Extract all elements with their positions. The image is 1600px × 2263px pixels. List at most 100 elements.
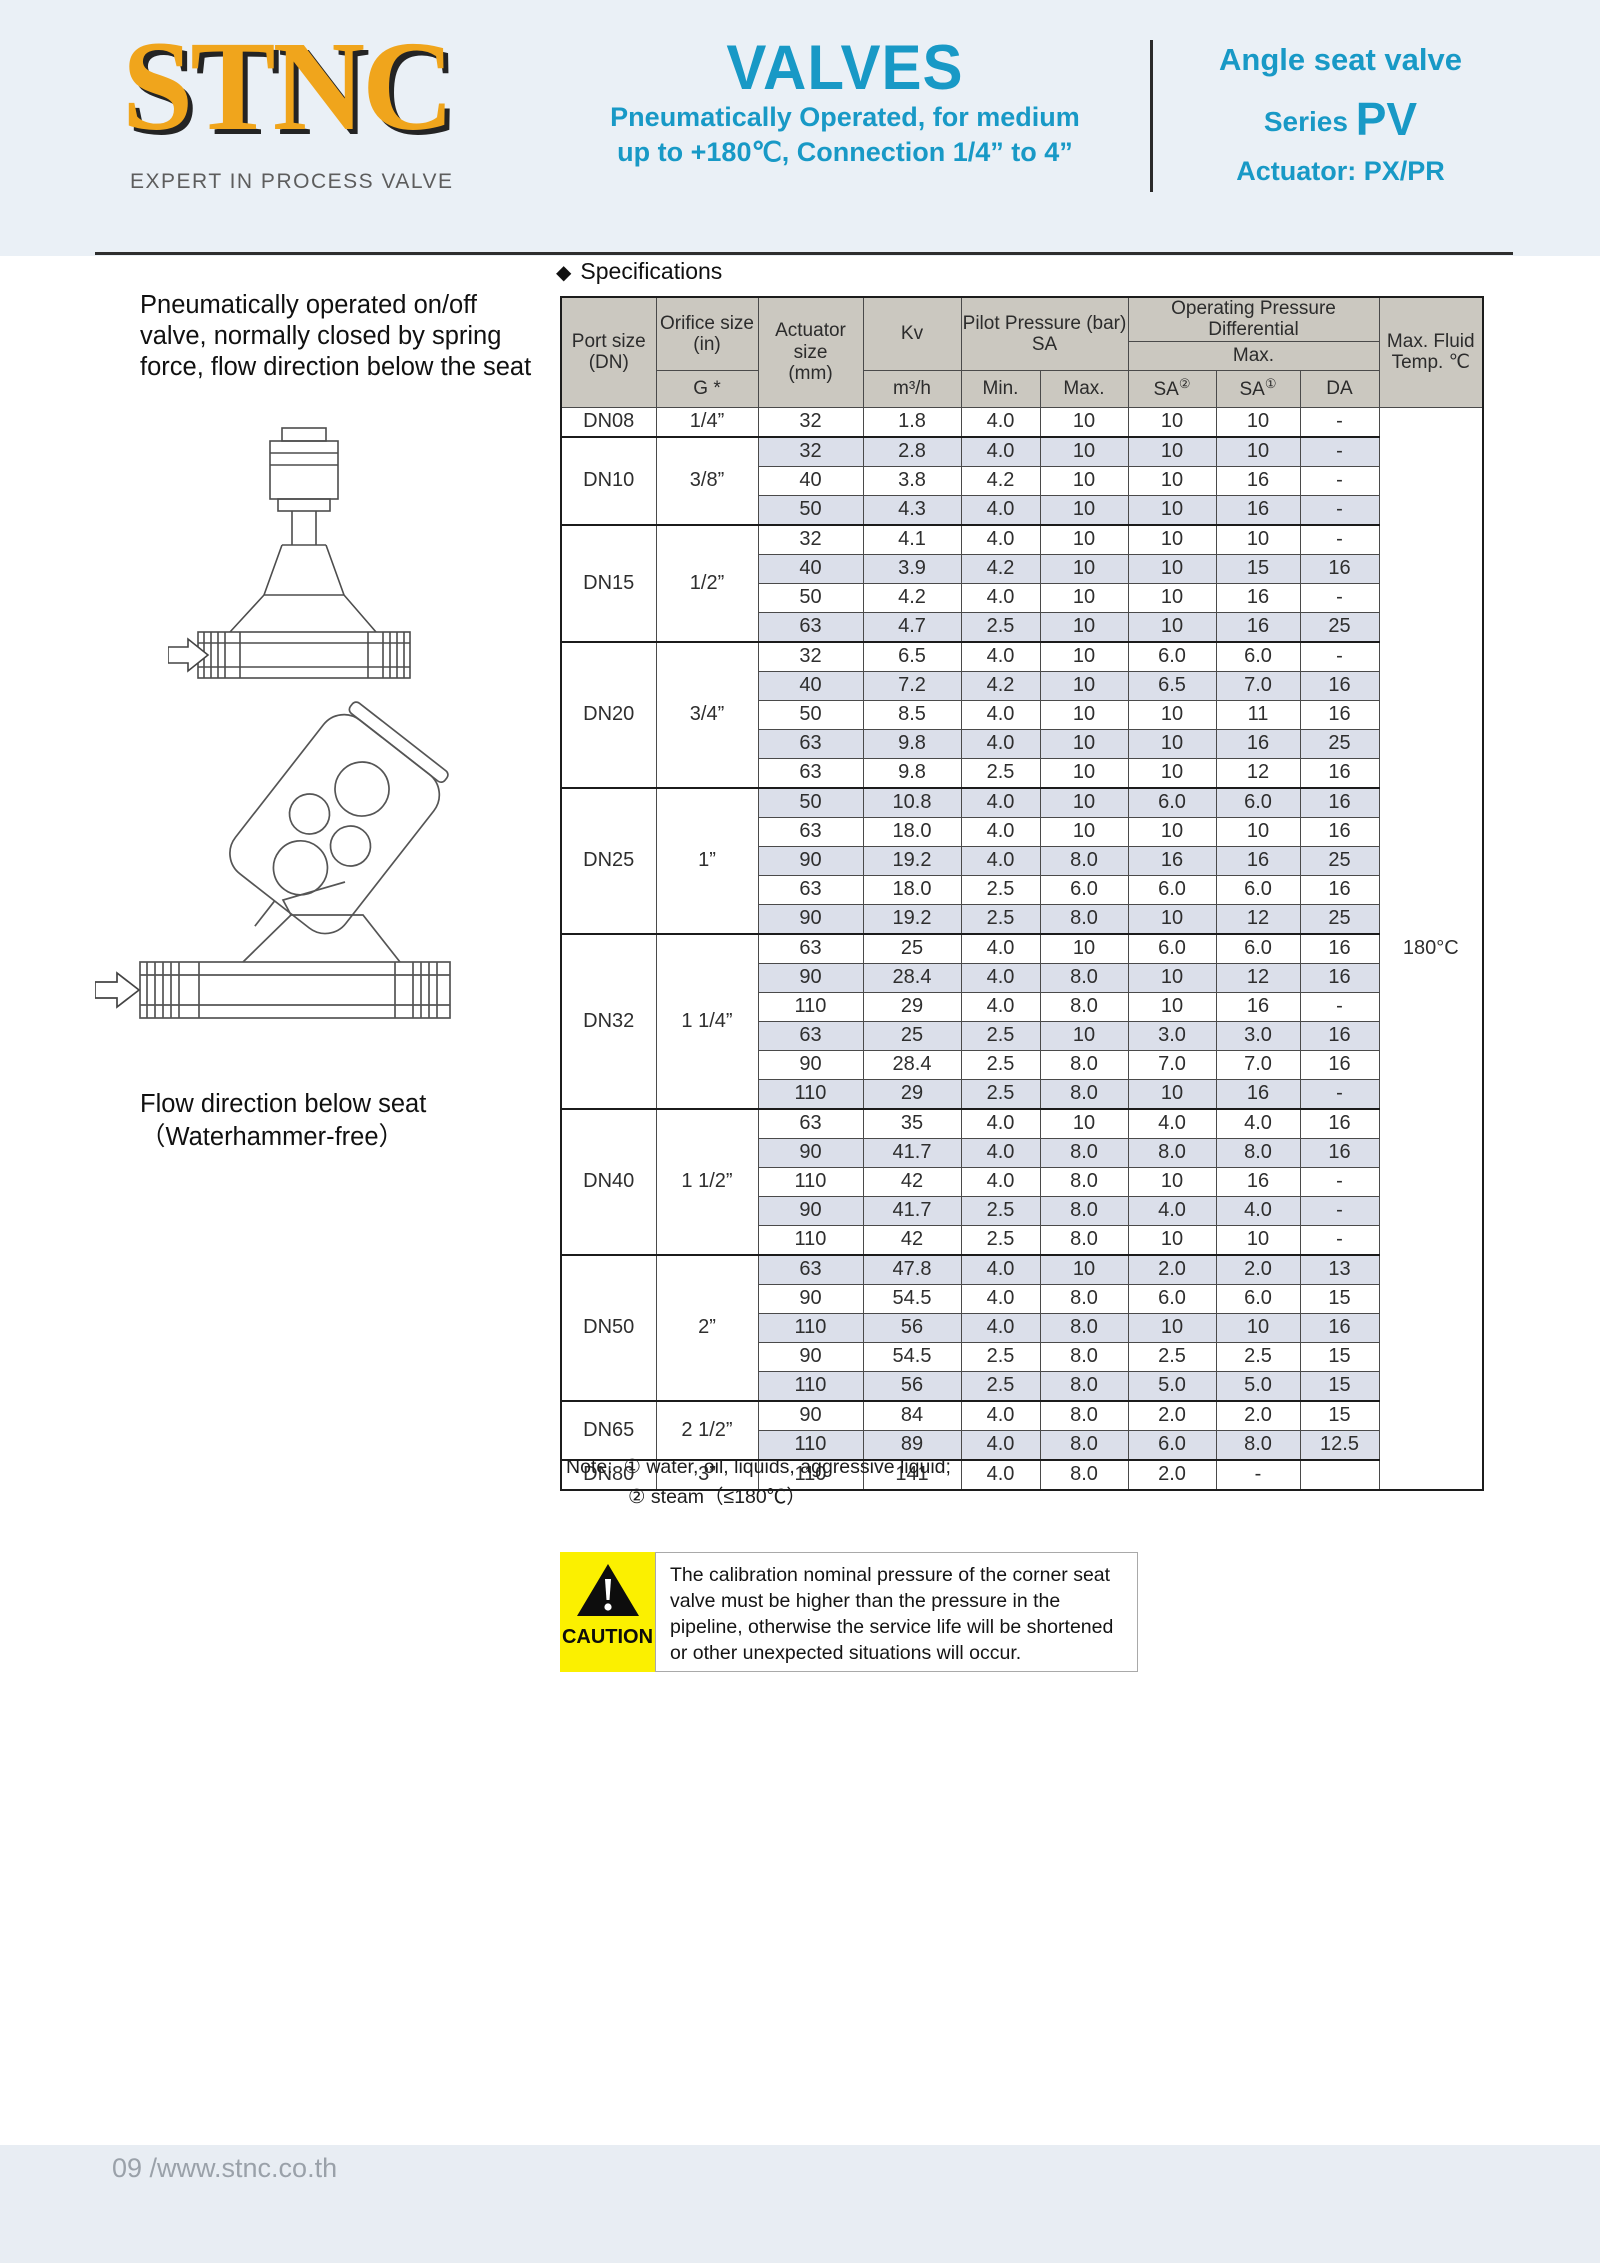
spec-value-cell: 4.0 [960, 582, 1041, 613]
spec-row: DN20 3/4” 32 6.5 4.0 10 6.0 6.0- [560, 640, 1483, 789]
spec-row: 90 41.7 2.5 8.0 4.0 4.0- [561, 1195, 1483, 1226]
orifice-size-cell: 2” [655, 1253, 759, 1402]
spec-value-cell: 16 [1299, 1137, 1380, 1168]
spec-value-cell: - [1299, 582, 1380, 613]
spec-value-cell: 8.0 [1215, 1137, 1301, 1168]
spec-value-cell: 2.5 [960, 874, 1041, 905]
footer-text: 09 /www.stnc.co.th [112, 2153, 338, 2183]
spec-value-cell: 6.0 [1127, 640, 1217, 672]
spec-value-cell: 6.0 [1127, 1283, 1217, 1314]
port-size-cell: DN32 [560, 932, 657, 1110]
spec-value-cell: 10 [1127, 816, 1217, 847]
spec-value-cell: 10 [1127, 991, 1217, 1022]
spec-value-cell: 40 [757, 553, 864, 584]
spec-row: 90 28.4 2.5 8.0 7.0 7.0 16 [561, 1049, 1483, 1080]
spec-value-cell: 16 [1215, 991, 1301, 1022]
spec-value-cell: 8.0 [1039, 1049, 1129, 1080]
spec-value-cell: 9.8 [862, 757, 962, 789]
spec-value-cell: 2.5 [960, 1078, 1041, 1110]
spec-value-cell: 110 [757, 1429, 864, 1461]
spec-value-cell: 10 [1127, 903, 1217, 935]
caution-label: CAUTION [561, 1626, 654, 1648]
spec-value-cell: 8.0 [1039, 991, 1129, 1022]
spec-value-cell: 11 [1215, 699, 1301, 730]
spec-value-cell: - [1299, 1195, 1380, 1226]
spec-row: 110 29 2.5 8.0 10 16- [561, 1078, 1483, 1110]
spec-value-cell: 10 [1127, 1166, 1217, 1197]
page-footer: 09 /www.stnc.co.th [0, 2145, 1600, 2263]
spec-value-cell: 10 [1127, 435, 1217, 467]
spec-value-cell: 16 [1299, 553, 1380, 584]
spec-value-cell: 4.0 [960, 845, 1041, 876]
spec-value-cell: 110 [757, 1370, 864, 1402]
spec-value-cell: 8.0 [1039, 1166, 1129, 1197]
spec-row: 63 9.8 4.0 10 10 16 25 [561, 728, 1483, 759]
spec-value-cell: 54.5 [862, 1341, 962, 1372]
spec-value-cell: 10 [1039, 699, 1129, 730]
spec-value-cell: 4.0 [960, 1458, 1041, 1491]
spec-value-cell: 6.0 [1127, 932, 1217, 964]
header-subtitle-1: Pneumatically Operated, for medium [610, 102, 1080, 132]
spec-value-cell: 16 [1127, 845, 1217, 876]
port-size-cell: DN15 [560, 523, 657, 643]
note-line-1: Note: ① water, oil, liquids, aggressive … [566, 1452, 951, 1482]
spec-value-cell: 90 [757, 1341, 864, 1372]
spec-value-cell: 4.0 [1127, 1107, 1217, 1139]
series-value: PV [1355, 93, 1418, 145]
spec-value-cell: 16 [1299, 962, 1380, 993]
orifice-size-cell: 1/4” [655, 406, 759, 438]
spec-value-cell: 16 [1215, 1166, 1301, 1197]
spec-value-cell: 8.0 [1039, 1283, 1129, 1314]
spec-value-cell: 4.3 [862, 494, 962, 526]
spec-value-cell: 10 [1127, 611, 1217, 643]
spec-value-cell: 15 [1215, 553, 1301, 584]
spec-value-cell: 10 [1039, 932, 1129, 964]
caution-panel: CAUTION [560, 1552, 655, 1672]
flow-caption-line2: （Waterhammer-free） [140, 1123, 405, 1151]
spec-value-cell: 63 [757, 728, 864, 759]
spec-value-cell: 4.0 [960, 786, 1041, 818]
caution-box: CAUTION The calibration nominal pressure… [560, 1552, 1138, 1672]
spec-value-cell: 10 [1215, 435, 1301, 467]
spec-value-cell: 4.0 [960, 991, 1041, 1022]
spec-value-cell: 4.0 [960, 1429, 1041, 1461]
spec-value-cell: 40 [757, 670, 864, 701]
note-label: Note: [566, 1456, 613, 1478]
spec-value-cell: 15 [1299, 1399, 1380, 1431]
spec-value-cell: 29 [862, 1078, 962, 1110]
spec-value-cell: 8.0 [1127, 1137, 1217, 1168]
note-block: Note: ① water, oil, liquids, aggressive … [566, 1452, 951, 1512]
spec-value-cell: 8.0 [1039, 1458, 1129, 1491]
spec-value-cell: 10 [1039, 406, 1129, 438]
spec-value-cell: 35 [862, 1107, 962, 1139]
col-operating-pressure-differential: Operating Pressure Differential [1127, 296, 1380, 342]
spec-value-cell: - [1299, 435, 1380, 467]
spec-value-cell: 10 [1127, 1312, 1217, 1343]
spec-value-cell: 6.0 [1127, 1429, 1217, 1461]
spec-value-cell: 4.0 [960, 1253, 1041, 1285]
spec-value-cell: - [1299, 991, 1380, 1022]
spec-value-cell: 16 [1215, 582, 1301, 613]
spec-value-cell: 6.0 [1215, 1283, 1301, 1314]
spec-value-cell: 90 [757, 1137, 864, 1168]
spec-value-cell: 4.0 [960, 1283, 1041, 1314]
spec-value-cell: 90 [757, 1049, 864, 1080]
spec-value-cell: 2.0 [1215, 1253, 1301, 1285]
spec-value-cell: 10 [1039, 670, 1129, 701]
spec-value-cell: 15 [1299, 1341, 1380, 1372]
actuator-line: Actuator: PX/PR [1236, 156, 1445, 186]
spec-row: DN32 1 1/4” 63 25 4.0 10 6.0 6.0 16 [560, 932, 1483, 1110]
spec-value-cell: 4.0 [960, 1166, 1041, 1197]
spec-value-cell: 7.2 [862, 670, 962, 701]
note-text-1: ① water, oil, liquids, aggressive liquid… [623, 1456, 951, 1478]
spec-value-cell: 2.5 [1127, 1341, 1217, 1372]
spec-value-cell: 2.5 [1215, 1341, 1301, 1372]
col-opd-max: Max. [1127, 340, 1380, 371]
spec-value-cell: 3.9 [862, 553, 962, 584]
spec-value-cell: 3.0 [1215, 1020, 1301, 1051]
spec-value-cell: 8.0 [1215, 1429, 1301, 1461]
spec-value-cell: 63 [757, 1253, 864, 1285]
spec-value-cell: 4.0 [1127, 1195, 1217, 1226]
spec-value-cell: 8.0 [1039, 1195, 1129, 1226]
